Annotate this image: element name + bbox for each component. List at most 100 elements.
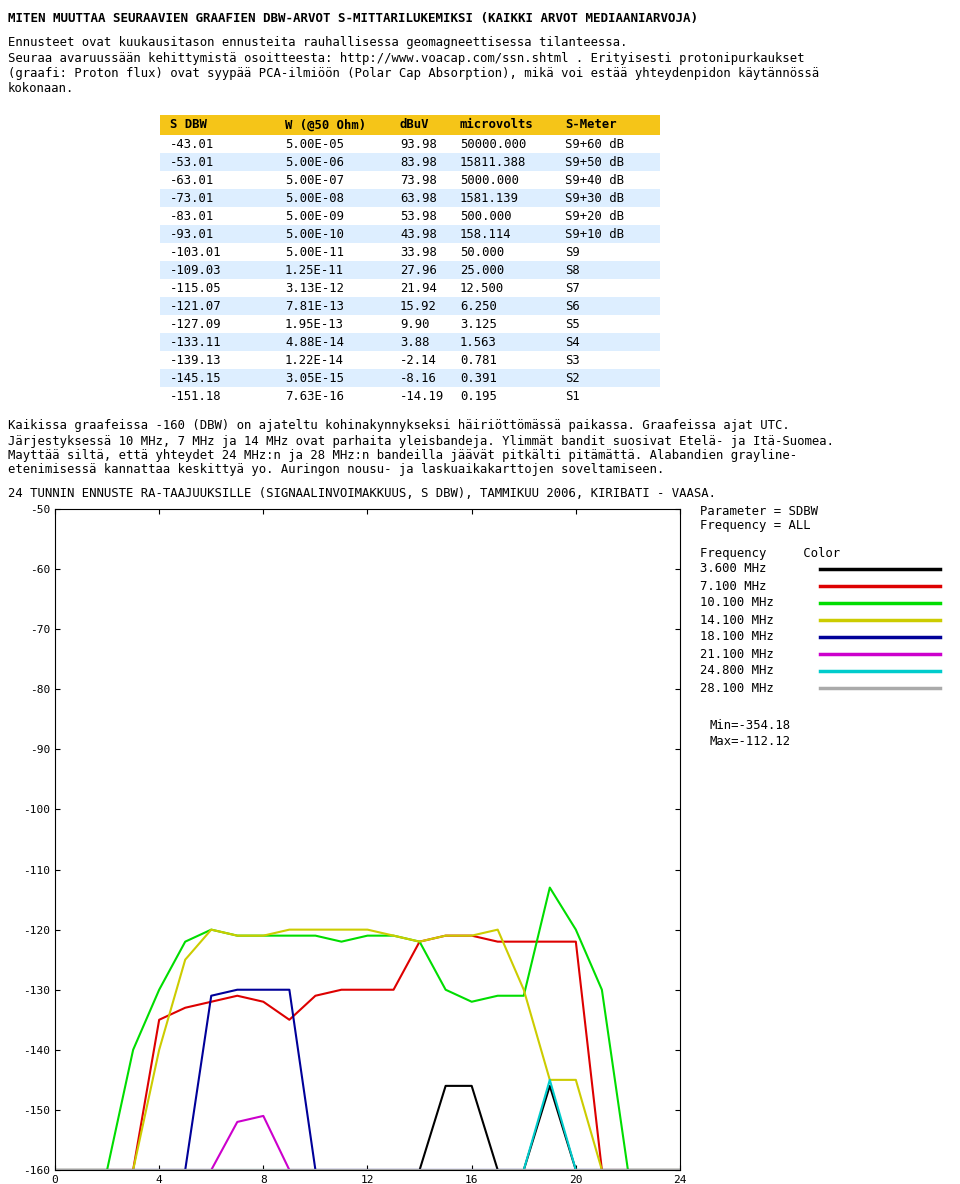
Text: 6.250: 6.250 <box>460 300 497 313</box>
Text: Mayttää siltä, että yhteydet 24 MHz:n ja 28 MHz:n bandeilla jäävät pitkälti pitä: Mayttää siltä, että yhteydet 24 MHz:n ja… <box>8 449 797 462</box>
Text: 3.600 MHz: 3.600 MHz <box>700 562 766 575</box>
Text: MITEN MUUTTAA SEURAAVIEN GRAAFIEN DBW-ARVOT S-MITTARILUKEMIKSI (KAIKKI ARVOT MED: MITEN MUUTTAA SEURAAVIEN GRAAFIEN DBW-AR… <box>8 12 698 25</box>
Text: -63.01: -63.01 <box>170 174 214 187</box>
Text: -2.14: -2.14 <box>400 354 437 367</box>
Text: 10.100 MHz: 10.100 MHz <box>700 597 774 610</box>
Text: microvolts: microvolts <box>460 118 534 131</box>
Text: 5.00E-05: 5.00E-05 <box>285 137 344 150</box>
Text: 15811.388: 15811.388 <box>460 155 526 168</box>
Text: S9+10 dB: S9+10 dB <box>565 227 624 240</box>
Text: 1.563: 1.563 <box>460 335 497 348</box>
Text: 5.00E-09: 5.00E-09 <box>285 210 344 223</box>
Text: 4.88E-14: 4.88E-14 <box>285 335 344 348</box>
Text: -151.18: -151.18 <box>170 390 222 403</box>
Text: S9+30 dB: S9+30 dB <box>565 192 624 205</box>
Text: 7.100 MHz: 7.100 MHz <box>700 579 766 592</box>
Text: S6: S6 <box>565 300 580 313</box>
Text: Frequency     Color: Frequency Color <box>700 547 840 560</box>
Text: -53.01: -53.01 <box>170 155 214 168</box>
Text: S DBW: S DBW <box>170 118 206 131</box>
Text: S7: S7 <box>565 282 580 295</box>
Text: -145.15: -145.15 <box>170 372 222 385</box>
Text: 0.391: 0.391 <box>460 372 497 385</box>
Text: 12.500: 12.500 <box>460 282 504 295</box>
Bar <box>160 189 660 207</box>
Bar <box>160 333 660 350</box>
Text: 1.95E-13: 1.95E-13 <box>285 317 344 330</box>
Text: -115.05: -115.05 <box>170 282 222 295</box>
Text: 50000.000: 50000.000 <box>460 137 526 150</box>
Text: 3.88: 3.88 <box>400 335 429 348</box>
Text: -8.16: -8.16 <box>400 372 437 385</box>
Text: 3.05E-15: 3.05E-15 <box>285 372 344 385</box>
Text: S4: S4 <box>565 335 580 348</box>
Text: 5000.000: 5000.000 <box>460 174 519 187</box>
Text: 5.00E-06: 5.00E-06 <box>285 155 344 168</box>
Bar <box>160 260 660 279</box>
Text: 1.25E-11: 1.25E-11 <box>285 264 344 277</box>
Text: 5.00E-08: 5.00E-08 <box>285 192 344 205</box>
Text: 7.81E-13: 7.81E-13 <box>285 300 344 313</box>
Text: S9+60 dB: S9+60 dB <box>565 137 624 150</box>
Text: S2: S2 <box>565 372 580 385</box>
Text: Max=-112.12: Max=-112.12 <box>710 735 791 748</box>
Text: 28.100 MHz: 28.100 MHz <box>700 682 774 695</box>
Text: -121.07: -121.07 <box>170 300 222 313</box>
Text: 53.98: 53.98 <box>400 210 437 223</box>
Text: -73.01: -73.01 <box>170 192 214 205</box>
Text: 25.000: 25.000 <box>460 264 504 277</box>
Text: -127.09: -127.09 <box>170 317 222 330</box>
Text: -139.13: -139.13 <box>170 354 222 367</box>
Text: 5.00E-07: 5.00E-07 <box>285 174 344 187</box>
Text: Seuraa avaruussään kehittymistä osoitteesta: http://www.voacap.com/ssn.shtml . E: Seuraa avaruussään kehittymistä osoittee… <box>8 52 819 95</box>
Text: S9+20 dB: S9+20 dB <box>565 210 624 223</box>
Text: 0.781: 0.781 <box>460 354 497 367</box>
Text: 158.114: 158.114 <box>460 227 512 240</box>
Text: 7.63E-16: 7.63E-16 <box>285 390 344 403</box>
Text: S5: S5 <box>565 317 580 330</box>
Text: Frequency = ALL: Frequency = ALL <box>700 519 810 532</box>
Text: 21.100 MHz: 21.100 MHz <box>700 648 774 661</box>
Text: Min=-354.18: Min=-354.18 <box>710 719 791 732</box>
Text: Järjestyksessä 10 MHz, 7 MHz ja 14 MHz ovat parhaita yleisbandeja. Ylimmät bandi: Järjestyksessä 10 MHz, 7 MHz ja 14 MHz o… <box>8 435 834 448</box>
Text: S1: S1 <box>565 390 580 403</box>
Text: 500.000: 500.000 <box>460 210 512 223</box>
Text: 33.98: 33.98 <box>400 245 437 258</box>
Text: 18.100 MHz: 18.100 MHz <box>700 631 774 643</box>
Text: S9: S9 <box>565 245 580 258</box>
Text: -93.01: -93.01 <box>170 227 214 240</box>
Text: 50.000: 50.000 <box>460 245 504 258</box>
Text: 3.13E-12: 3.13E-12 <box>285 282 344 295</box>
Text: S3: S3 <box>565 354 580 367</box>
Text: S8: S8 <box>565 264 580 277</box>
Bar <box>160 153 660 170</box>
Text: 15.92: 15.92 <box>400 300 437 313</box>
Text: -133.11: -133.11 <box>170 335 222 348</box>
Text: Parameter = SDBW: Parameter = SDBW <box>700 506 818 519</box>
Text: dBuV: dBuV <box>400 118 429 131</box>
Text: -103.01: -103.01 <box>170 245 222 258</box>
Text: etenimisessä kannattaa keskittyä yo. Auringon nousu- ja laskuaikakarttojen sovel: etenimisessä kannattaa keskittyä yo. Aur… <box>8 463 664 476</box>
Text: -109.03: -109.03 <box>170 264 222 277</box>
Bar <box>160 115 660 135</box>
Text: 1.22E-14: 1.22E-14 <box>285 354 344 367</box>
Text: Ennusteet ovat kuukausitason ennusteita rauhallisessa geomagneettisessa tilantee: Ennusteet ovat kuukausitason ennusteita … <box>8 36 628 49</box>
Text: 83.98: 83.98 <box>400 155 437 168</box>
Text: S-Meter: S-Meter <box>565 118 616 131</box>
Text: 1581.139: 1581.139 <box>460 192 519 205</box>
Bar <box>160 369 660 387</box>
Text: 5.00E-10: 5.00E-10 <box>285 227 344 240</box>
Text: -43.01: -43.01 <box>170 137 214 150</box>
Text: -14.19: -14.19 <box>400 390 444 403</box>
Text: 14.100 MHz: 14.100 MHz <box>700 613 774 626</box>
Text: S9+50 dB: S9+50 dB <box>565 155 624 168</box>
Text: W (@50 Ohm): W (@50 Ohm) <box>285 118 366 131</box>
Text: 24.800 MHz: 24.800 MHz <box>700 664 774 677</box>
Text: 5.00E-11: 5.00E-11 <box>285 245 344 258</box>
Text: 24 TUNNIN ENNUSTE RA-TAAJUUKSILLE (SIGNAALINVOIMAKKUUS, S DBW), TAMMIKUU 2006, K: 24 TUNNIN ENNUSTE RA-TAAJUUKSILLE (SIGNA… <box>8 487 716 500</box>
Text: 21.94: 21.94 <box>400 282 437 295</box>
Text: Kaikissa graafeissa -160 (DBW) on ajateltu kohinakynnykseksi häiriöttömässä paik: Kaikissa graafeissa -160 (DBW) on ajatel… <box>8 419 790 432</box>
Text: 93.98: 93.98 <box>400 137 437 150</box>
Text: 0.195: 0.195 <box>460 390 497 403</box>
Bar <box>160 225 660 243</box>
